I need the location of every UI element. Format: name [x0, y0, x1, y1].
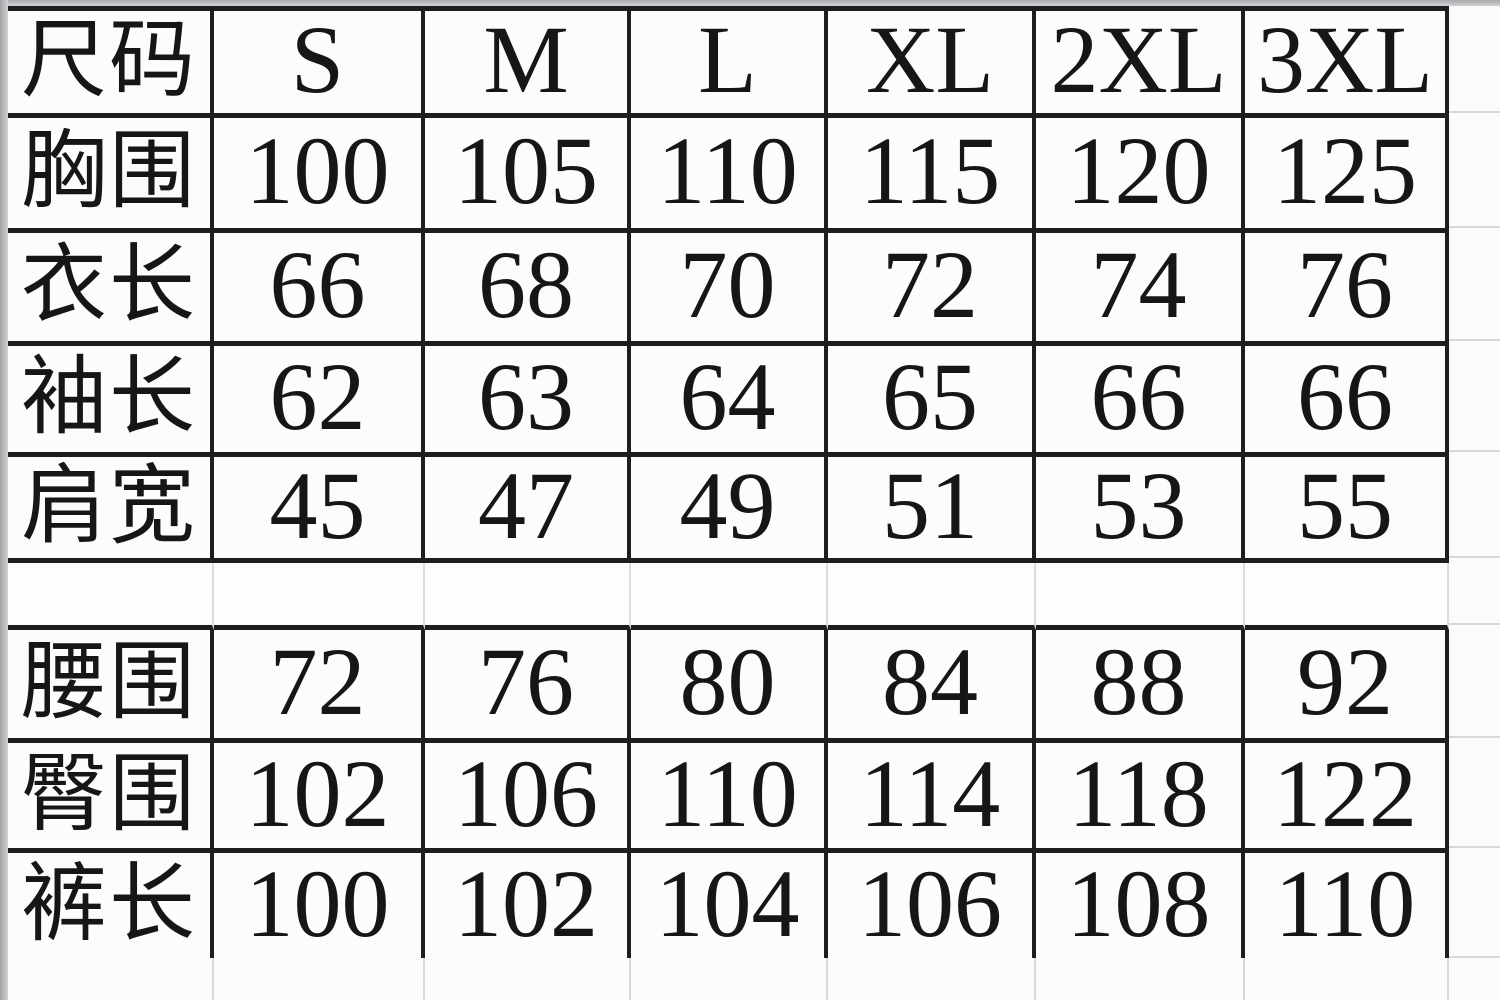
row-label-sleeve-length: 袖长: [8, 346, 214, 457]
data-cell: 105: [425, 118, 631, 233]
data-cell: 66: [214, 233, 425, 346]
header-cell-l: L: [631, 11, 828, 118]
data-cell: 125: [1245, 118, 1449, 233]
bottom-gridline-strip: [8, 958, 1449, 1000]
gridline: [1449, 846, 1500, 848]
spacer-cell: [1036, 563, 1245, 630]
data-cell: 55: [1245, 457, 1449, 563]
data-cell: 115: [828, 118, 1036, 233]
row-label-chest: 胸围: [8, 118, 214, 233]
data-cell: 76: [425, 630, 631, 743]
gridline: [1449, 623, 1500, 625]
data-cell: 120: [1036, 118, 1245, 233]
data-cell: 65: [828, 346, 1036, 457]
data-cell: 76: [1245, 233, 1449, 346]
data-cell: 110: [1245, 853, 1449, 963]
row-label-pants-length: 裤长: [8, 853, 214, 963]
data-cell: 104: [631, 853, 828, 963]
gridline: [1449, 956, 1500, 958]
data-cell: 74: [1036, 233, 1245, 346]
gridline: [1449, 339, 1500, 341]
gridline: [1449, 450, 1500, 452]
data-cell: 88: [1036, 630, 1245, 743]
data-cell: 62: [214, 346, 425, 457]
data-cell: 102: [214, 743, 425, 853]
spacer-cell: [828, 563, 1036, 630]
row-label-hip: 臀围: [8, 743, 214, 853]
data-cell: 51: [828, 457, 1036, 563]
header-cell-3xl: 3XL: [1245, 11, 1449, 118]
data-cell: 66: [1036, 346, 1245, 457]
spacer-cell: [1245, 563, 1449, 630]
spacer-cell: [8, 563, 214, 630]
gridline: [1449, 556, 1500, 558]
data-cell: 100: [214, 118, 425, 233]
top-edge-band: [0, 0, 1500, 6]
data-cell: 64: [631, 346, 828, 457]
header-cell-2xl: 2XL: [1036, 11, 1245, 118]
header-cell-m: M: [425, 11, 631, 118]
data-cell: 66: [1245, 346, 1449, 457]
header-cell-s: S: [214, 11, 425, 118]
data-cell: 53: [1036, 457, 1245, 563]
gridline: [1449, 736, 1500, 738]
data-cell: 72: [828, 233, 1036, 346]
data-cell: 72: [214, 630, 425, 743]
data-cell: 68: [425, 233, 631, 346]
gridline: [423, 958, 425, 1000]
data-cell: 84: [828, 630, 1036, 743]
data-cell: 106: [425, 743, 631, 853]
row-label-waist: 腰围: [8, 630, 214, 743]
header-size-label: 尺码: [8, 11, 214, 118]
data-cell: 92: [1245, 630, 1449, 743]
data-cell: 63: [425, 346, 631, 457]
size-chart-table: 尺码 S M L XL 2XL 3XL 胸围 100 105 110 115 1…: [8, 6, 1449, 963]
data-cell: 110: [631, 118, 828, 233]
gridline: [1449, 111, 1500, 113]
right-gridline-strip: [1449, 6, 1500, 1000]
spacer-cell: [214, 563, 425, 630]
data-cell: 47: [425, 457, 631, 563]
data-cell: 49: [631, 457, 828, 563]
data-cell: 108: [1036, 853, 1245, 963]
data-cell: 70: [631, 233, 828, 346]
data-cell: 118: [1036, 743, 1245, 853]
spacer-cell: [631, 563, 828, 630]
data-cell: 102: [425, 853, 631, 963]
data-cell: 114: [828, 743, 1036, 853]
spacer-cell: [425, 563, 631, 630]
left-edge-band: [0, 0, 8, 1000]
data-cell: 106: [828, 853, 1036, 963]
row-label-garment-length: 衣长: [8, 233, 214, 346]
header-cell-xl: XL: [828, 11, 1036, 118]
data-cell: 100: [214, 853, 425, 963]
gridline: [1447, 958, 1449, 1000]
data-cell: 80: [631, 630, 828, 743]
gridline: [1034, 958, 1036, 1000]
gridline: [1449, 226, 1500, 228]
data-cell: 122: [1245, 743, 1449, 853]
data-cell: 45: [214, 457, 425, 563]
data-cell: 110: [631, 743, 828, 853]
gridline: [212, 958, 214, 1000]
gridline: [1243, 958, 1245, 1000]
gridline: [826, 958, 828, 1000]
row-label-shoulder-width: 肩宽: [8, 457, 214, 563]
gridline: [629, 958, 631, 1000]
